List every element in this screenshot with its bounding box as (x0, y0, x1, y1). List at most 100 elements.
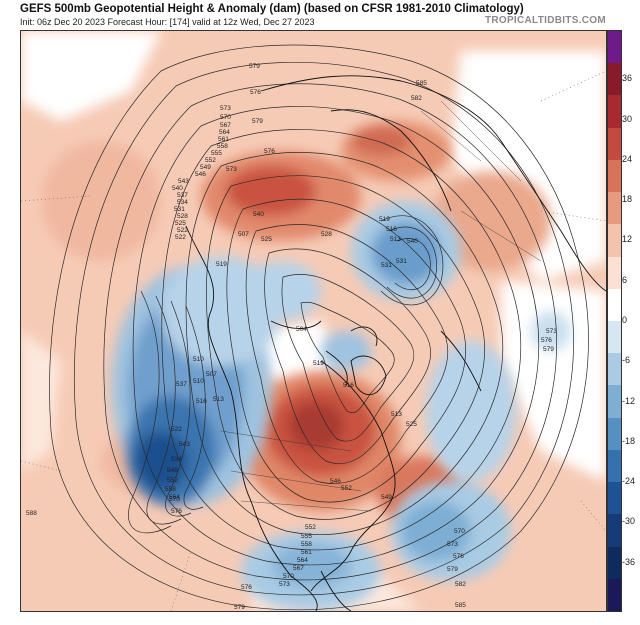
contour-label: 582 (411, 95, 422, 102)
contour-label: 555 (211, 150, 222, 157)
contour-label: 588 (26, 510, 37, 517)
colorbar-tick-label: 12 (622, 234, 633, 245)
graticule-lines (21, 70, 606, 611)
anomaly-colorbar (607, 30, 622, 612)
colorbar-tick-label: -36 (622, 556, 636, 567)
contour-label: 504 (296, 326, 307, 333)
contour-label: 507 (206, 371, 217, 378)
map-panel: 579 576 573 570 567 564 561 558 555 552 … (20, 30, 607, 612)
contour-label: 516 (386, 226, 397, 233)
contour-label: 570 (169, 496, 180, 503)
contour-label: 522 (171, 426, 182, 433)
contour-label: 555 (301, 533, 312, 540)
colorbar-segment (608, 385, 621, 419)
colorbar-segment (608, 288, 621, 322)
colorbar-tick-label: -18 (622, 435, 636, 446)
contour-label: 573 (226, 166, 237, 173)
contour-label: 525 (175, 220, 186, 227)
contour-label: 540 (172, 185, 183, 192)
contour-label: 582 (455, 581, 466, 588)
chart-subtitle: Init: 06z Dec 20 2023 Forecast Hour: [17… (20, 17, 315, 27)
contour-label: 534 (171, 456, 182, 463)
contour-label: 552 (305, 524, 316, 531)
colorbar-tick-label: 36 (622, 73, 633, 84)
contour-label: 567 (293, 565, 304, 572)
contour-label: 537 (176, 381, 187, 388)
contour-label: 561 (301, 549, 312, 556)
contour-label: 585 (416, 80, 427, 87)
colorbar-segment (608, 127, 621, 161)
contour-label: 534 (177, 199, 188, 206)
colorbar-tick-label: -12 (622, 395, 636, 406)
contour-label: 543 (178, 178, 189, 185)
forecast-map: 579 576 573 570 567 564 561 558 555 552 … (21, 31, 606, 611)
contour-label: 525 (406, 421, 417, 428)
colorbar-segment (608, 449, 621, 483)
contour-label: 552 (205, 157, 216, 164)
contour-label: 564 (297, 557, 308, 564)
colorbar-tick-label: -6 (622, 355, 631, 366)
contour-label: 531 (396, 258, 407, 265)
colorbar-segment (608, 159, 621, 193)
contour-label: 522 (175, 234, 186, 241)
colorbar-segment (608, 514, 621, 548)
contour-labels: 579 576 573 570 567 564 561 558 555 552 … (26, 63, 557, 611)
contour-label: 510 (193, 356, 204, 363)
colorbar-tick-label: 0 (622, 315, 628, 325)
colorbar-segment (608, 482, 621, 515)
contour-label: 576 (264, 148, 275, 155)
contour-label: 540 (407, 238, 418, 245)
contour-label: 579 (249, 63, 260, 70)
contour-label: 519 (216, 261, 227, 268)
contour-label: 507 (238, 231, 249, 238)
colorbar-segment (608, 31, 621, 64)
contour-label: 573 (220, 105, 231, 112)
contour-label: 549 (200, 164, 211, 171)
contour-label: 525 (261, 236, 272, 243)
colorbar-tick-label: 24 (622, 153, 633, 164)
contour-label: 552 (167, 477, 178, 484)
colorbar-tick-label: -24 (622, 476, 636, 487)
contour-label: 558 (217, 143, 228, 150)
contour-label: 528 (177, 213, 188, 220)
colorbar-segment (608, 95, 621, 129)
contour-label: 564 (169, 494, 180, 501)
colorbar-tick-label: 18 (622, 194, 633, 205)
colorbar-segment (608, 256, 621, 290)
contour-label: 516 (343, 382, 354, 389)
chart-title: GEFS 500mb Geopotential Height & Anomaly… (20, 3, 524, 15)
contour-label: 516 (196, 398, 207, 405)
brand-watermark: TROPICALTIDBITS.COM (484, 15, 606, 26)
contour-label: 579 (543, 346, 554, 353)
contour-label: 540 (253, 211, 264, 218)
height-contours (49, 44, 589, 611)
contour-label: 513 (213, 396, 224, 403)
contour-label: 549 (381, 494, 392, 501)
contour-label: 546 (167, 467, 178, 474)
contour-label: 513 (391, 411, 402, 418)
contour-label: 546 (195, 171, 206, 178)
colorbar-segment (608, 546, 621, 580)
contour-label: 576 (171, 508, 182, 515)
contour-label: 576 (453, 553, 464, 560)
colorbar-segment (608, 321, 621, 354)
contour-label: 564 (219, 129, 230, 136)
contour-label: 522 (177, 227, 188, 234)
contour-label: 558 (165, 486, 176, 493)
contour-label: 546 (330, 478, 341, 485)
contour-label: 537 (177, 192, 188, 199)
contour-label: 576 (541, 337, 552, 344)
contour-label: 552 (341, 485, 352, 492)
contour-label: 576 (250, 89, 261, 96)
contour-label: 531 (174, 206, 185, 213)
contour-label: 510 (193, 378, 204, 385)
contour-label: 567 (220, 122, 231, 129)
colorbar-segment (608, 417, 621, 451)
colorbar-segment (608, 224, 621, 258)
colorbar-segment (608, 63, 621, 96)
contour-label: 561 (218, 136, 229, 143)
colorbar-tick-label: 6 (622, 274, 628, 285)
contour-label: 570 (220, 114, 231, 121)
coastlines (185, 75, 606, 611)
trough-contours (128, 215, 444, 534)
